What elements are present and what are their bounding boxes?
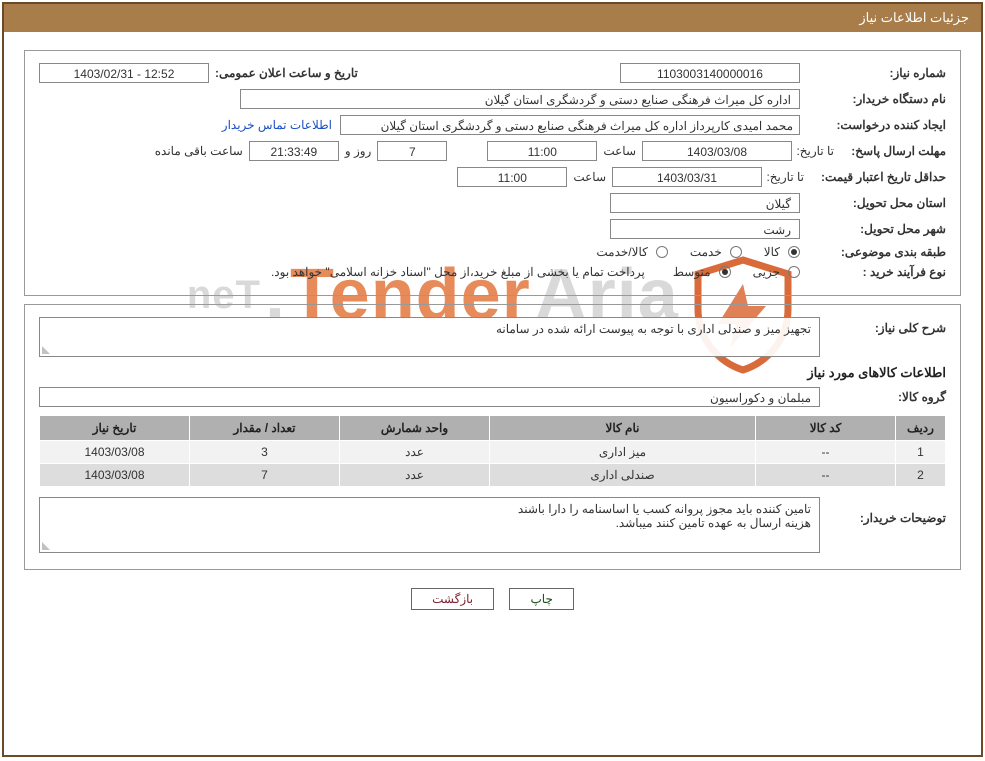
field-buyer-org: اداره کل میراث فرهنگی صنایع دستی و گردشگ…	[240, 89, 800, 109]
buttons-row: چاپ بازگشت	[24, 578, 961, 614]
buyer-notes-line2: هزینه ارسال به عهده تامین کنند میباشد.	[48, 516, 811, 530]
field-remaining-time: 21:33:49	[249, 141, 339, 161]
label-delivery-city: شهر محل تحویل:	[806, 222, 946, 236]
label-to-date-2: تا تاریخ:	[768, 170, 804, 184]
cell-qty: 3	[190, 441, 340, 464]
resize-handle-icon[interactable]	[42, 542, 50, 550]
label-public-announce: تاریخ و ساعت اعلان عمومی:	[215, 66, 358, 80]
purchase-process-note: پرداخت تمام یا بخشی از مبلغ خرید،از محل …	[271, 265, 645, 279]
goods-table: ردیف کد کالا نام کالا واحد شمارش تعداد /…	[39, 415, 946, 487]
cell-qty: 7	[190, 464, 340, 487]
field-need-number: 1103003140000016	[620, 63, 800, 83]
radio-kala[interactable]	[788, 246, 800, 258]
radio-label-jozi: جزیی	[753, 265, 780, 279]
radio-label-motavaset: متوسط	[673, 265, 711, 279]
table-row: 2 -- صندلی اداری عدد 7 1403/03/08	[40, 464, 946, 487]
label-need-summary: شرح کلی نیاز:	[826, 317, 946, 335]
page-title-bar: جزئیات اطلاعات نیاز	[4, 4, 981, 32]
label-price-validity: حداقل تاریخ اعتبار قیمت:	[816, 170, 946, 184]
th-code: کد کالا	[756, 416, 896, 441]
field-remaining-days: 7	[377, 141, 447, 161]
cell-unit: عدد	[340, 441, 490, 464]
label-hour-1: ساعت	[603, 144, 636, 158]
th-qty: تعداد / مقدار	[190, 416, 340, 441]
content: شماره نیاز: 1103003140000016 تاریخ و ساع…	[4, 32, 981, 624]
main-frame: AriaTender.neT جزئیات اطلاعات نیاز شماره…	[2, 2, 983, 757]
field-price-validity-hour: 11:00	[457, 167, 567, 187]
table-header-row: ردیف کد کالا نام کالا واحد شمارش تعداد /…	[40, 416, 946, 441]
th-idx: ردیف	[896, 416, 946, 441]
field-goods-group: مبلمان و دکوراسیون	[39, 387, 820, 407]
print-button[interactable]: چاپ	[509, 588, 573, 610]
buyer-contact-link[interactable]: اطلاعات تماس خریدار	[222, 118, 332, 132]
radio-label-kala-khedmat: کالا/خدمت	[596, 245, 647, 259]
label-to-date-1: تا تاریخ:	[798, 144, 834, 158]
field-delivery-city: رشت	[610, 219, 800, 239]
label-days-and: روز و	[345, 144, 372, 158]
label-goods-group: گروه کالا:	[826, 390, 946, 404]
label-buyer-org: نام دستگاه خریدار:	[806, 92, 946, 106]
field-request-creator: محمد امیدی کارپرداز اداره کل میراث فرهنگ…	[340, 115, 800, 135]
cell-unit: عدد	[340, 464, 490, 487]
field-deadline-hour: 11:00	[487, 141, 597, 161]
label-request-creator: ایجاد کننده درخواست:	[806, 118, 946, 132]
label-buyer-notes: توضیحات خریدار:	[826, 497, 946, 525]
field-delivery-province: گیلان	[610, 193, 800, 213]
goods-info-heading: اطلاعات کالاهای مورد نیاز	[39, 365, 946, 381]
goods-panel: شرح کلی نیاز: تجهیز میز و صندلی اداری با…	[24, 304, 961, 570]
purchase-process-radio-group: جزیی متوسط	[655, 265, 800, 279]
classification-radio-group: کالا خدمت کالا/خدمت	[578, 245, 800, 259]
cell-idx: 2	[896, 464, 946, 487]
label-classification: طبقه بندی موضوعی:	[806, 245, 946, 259]
field-deadline-date: 1403/03/08	[642, 141, 792, 161]
radio-label-kala: کالا	[764, 245, 780, 259]
th-date: تاریخ نیاز	[40, 416, 190, 441]
buyer-notes-line1: تامین کننده باید مجوز پروانه کسب یا اساس…	[48, 502, 811, 516]
cell-name: صندلی اداری	[490, 464, 756, 487]
radio-khedmat[interactable]	[730, 246, 742, 258]
info-panel: شماره نیاز: 1103003140000016 تاریخ و ساع…	[24, 50, 961, 296]
page-title: جزئیات اطلاعات نیاز	[859, 10, 969, 25]
label-delivery-province: استان محل تحویل:	[806, 196, 946, 210]
cell-code: --	[756, 441, 896, 464]
field-price-validity-date: 1403/03/31	[612, 167, 762, 187]
cell-code: --	[756, 464, 896, 487]
label-purchase-process: نوع فرآیند خرید :	[806, 265, 946, 279]
label-need-number: شماره نیاز:	[806, 66, 946, 80]
table-row: 1 -- میز اداری عدد 3 1403/03/08	[40, 441, 946, 464]
field-public-announce: 1403/02/31 - 12:52	[39, 63, 209, 83]
radio-jozi[interactable]	[788, 266, 800, 278]
th-name: نام کالا	[490, 416, 756, 441]
buyer-notes-box: تامین کننده باید مجوز پروانه کسب یا اساس…	[39, 497, 820, 553]
cell-date: 1403/03/08	[40, 441, 190, 464]
radio-kala-khedmat[interactable]	[656, 246, 668, 258]
label-hours-remaining: ساعت باقی مانده	[155, 144, 243, 158]
cell-name: میز اداری	[490, 441, 756, 464]
need-summary-text: تجهیز میز و صندلی اداری با توجه به پیوست…	[496, 322, 811, 336]
radio-motavaset[interactable]	[719, 266, 731, 278]
radio-label-khedmat: خدمت	[690, 245, 722, 259]
cell-date: 1403/03/08	[40, 464, 190, 487]
label-hour-2: ساعت	[573, 170, 606, 184]
th-unit: واحد شمارش	[340, 416, 490, 441]
resize-handle-icon[interactable]	[42, 346, 50, 354]
need-summary-box: تجهیز میز و صندلی اداری با توجه به پیوست…	[39, 317, 820, 357]
cell-idx: 1	[896, 441, 946, 464]
back-button[interactable]: بازگشت	[411, 588, 494, 610]
label-response-deadline: مهلت ارسال پاسخ:	[846, 144, 946, 158]
